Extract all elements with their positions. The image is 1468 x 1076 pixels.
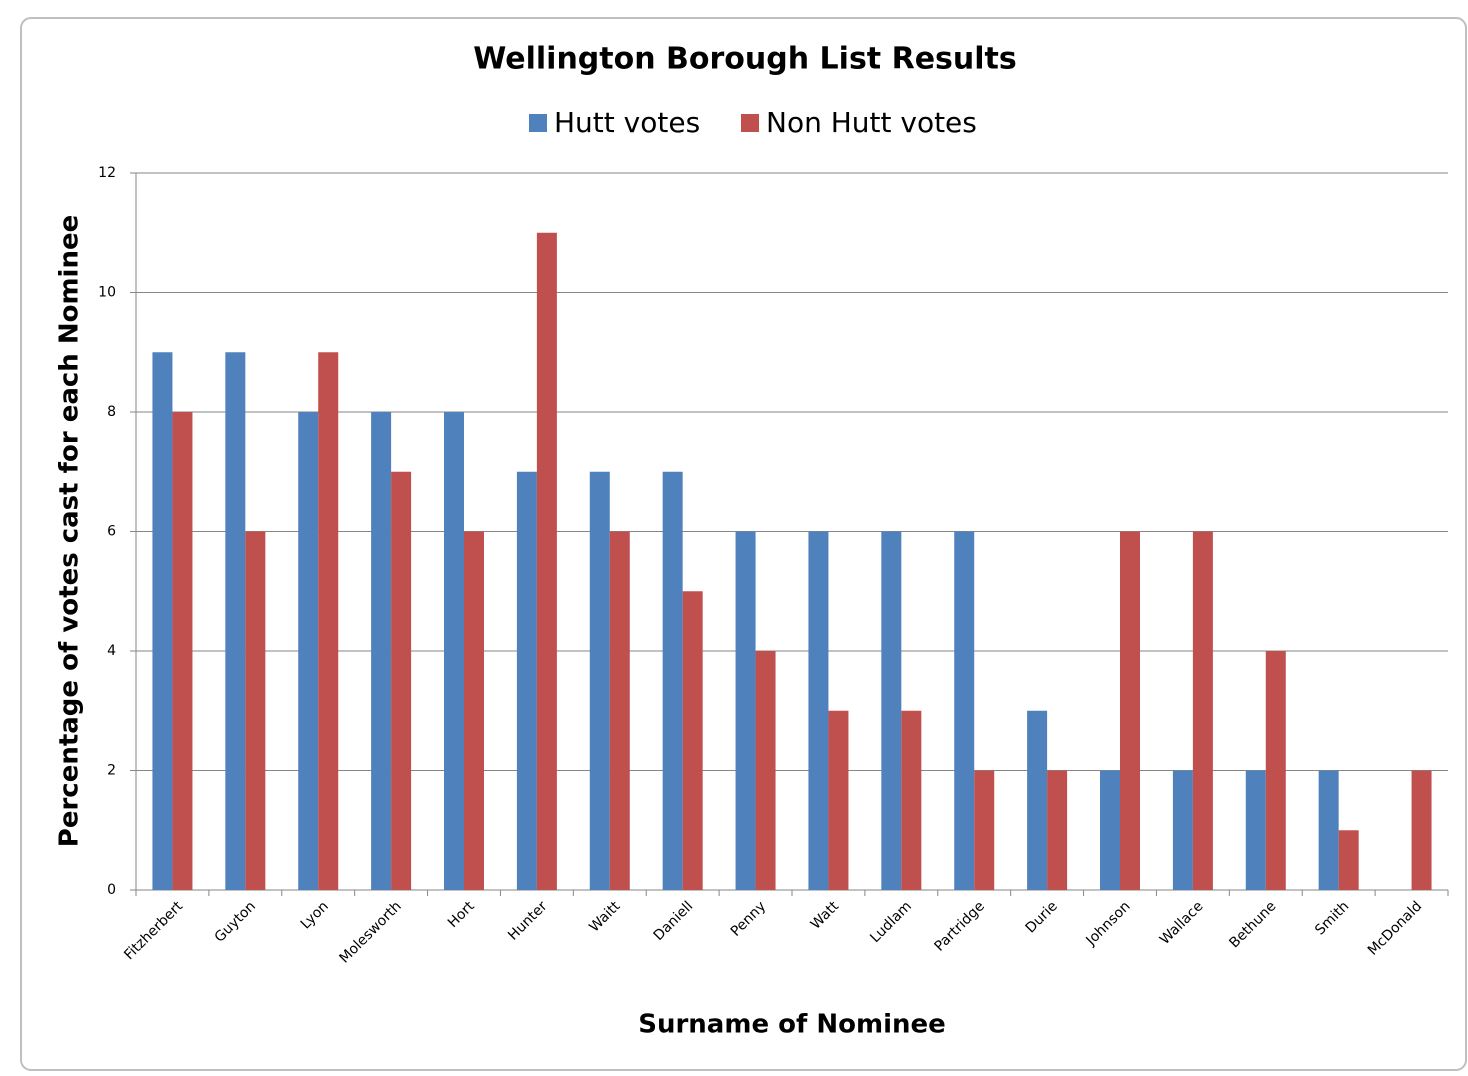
bar (1100, 770, 1120, 890)
y-tick-label: 12 (98, 165, 116, 181)
bar (298, 412, 319, 890)
bar (245, 531, 266, 890)
bar (1120, 531, 1140, 890)
bar (1172, 770, 1193, 890)
y-tick-label: 10 (98, 285, 116, 301)
bar (662, 471, 683, 890)
chart-title: Wellington Borough List Results (473, 42, 1017, 77)
bar (516, 471, 537, 890)
y-tick-label: 4 (107, 643, 116, 659)
y-tick-label: 6 (107, 524, 116, 540)
bar (881, 531, 902, 890)
x-axis-label: Surname of Nominee (638, 1010, 946, 1040)
bar (464, 531, 484, 890)
bar (755, 651, 776, 890)
bar (808, 531, 829, 890)
y-tick-label: 8 (107, 404, 116, 420)
legend-swatch (741, 114, 759, 132)
bar (682, 591, 703, 890)
legend-label: Hutt votes (554, 106, 700, 139)
bar (1027, 710, 1048, 890)
bar (1265, 651, 1286, 890)
bar (735, 531, 756, 890)
bar (1192, 531, 1213, 890)
bar (901, 710, 922, 890)
bar (444, 412, 464, 890)
bar (828, 710, 849, 890)
bar (1047, 770, 1068, 890)
y-tick-label: 0 (107, 882, 116, 898)
bar (172, 412, 193, 890)
bar (1338, 830, 1359, 890)
y-axis-label: Percentage of votes cast for each Nomine… (55, 215, 85, 847)
bar (391, 471, 412, 890)
y-tick-label: 2 (107, 763, 116, 779)
bar (536, 232, 557, 890)
bar (1411, 770, 1432, 890)
bar (371, 412, 392, 890)
legend-swatch (529, 114, 547, 132)
bar (589, 471, 610, 890)
bar (318, 352, 339, 890)
bar (152, 352, 173, 890)
bar (1318, 770, 1339, 890)
legend-label: Non Hutt votes (766, 106, 977, 139)
bar (225, 352, 246, 890)
bar (954, 531, 975, 890)
bar (974, 770, 995, 890)
bar (1245, 770, 1266, 890)
bar (609, 531, 630, 890)
